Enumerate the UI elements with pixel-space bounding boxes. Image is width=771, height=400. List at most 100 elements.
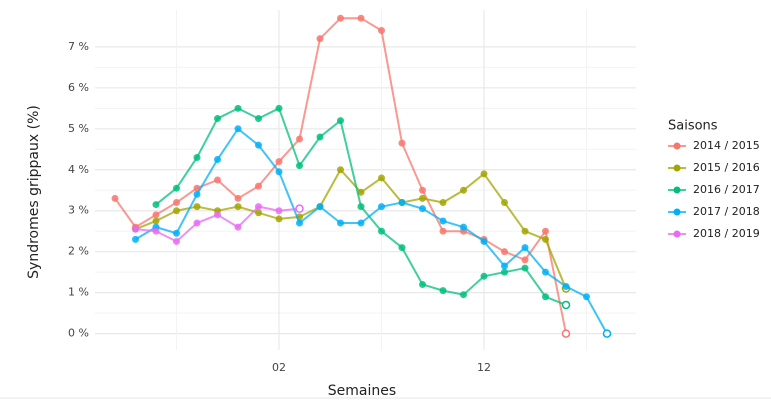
data-point: [460, 186, 467, 194]
data-point: [561, 329, 571, 338]
y-tick-label: 4 %: [68, 163, 89, 176]
legend-title: Saisons: [668, 119, 718, 134]
data-point: [296, 135, 303, 143]
data-point: [152, 217, 160, 225]
data-point: [296, 219, 303, 227]
data-point: [173, 237, 180, 245]
data-point: [501, 248, 508, 256]
data-point: [316, 133, 324, 141]
data-point: [337, 14, 344, 22]
x-tick-label: 02: [272, 361, 286, 374]
y-tick-label: 3 %: [68, 204, 89, 217]
y-tick-label: 0 %: [68, 327, 89, 340]
data-point: [378, 203, 385, 211]
legend-label: 2016 / 2017: [693, 183, 760, 196]
series-line: [114, 17, 567, 334]
y-tick-label: 5 %: [68, 122, 89, 135]
data-point: [378, 26, 385, 34]
data-point: [460, 291, 467, 299]
data-point: [562, 283, 570, 291]
data-point: [255, 115, 262, 123]
data-point: [357, 14, 365, 22]
data-point: [193, 190, 201, 198]
data-point: [255, 209, 262, 217]
data-point: [542, 235, 549, 243]
data-point: [439, 199, 447, 207]
data-point: [193, 153, 201, 161]
y-tick-label: 1 %: [68, 286, 89, 299]
data-point: [542, 268, 549, 276]
data-point: [439, 287, 447, 295]
y-tick-label: 7 %: [68, 40, 89, 53]
data-point: [234, 194, 242, 202]
data-point: [296, 162, 303, 170]
x-tick-label: 12: [477, 361, 491, 374]
data-point: [542, 227, 549, 235]
data-point: [419, 186, 426, 194]
data-point: [295, 204, 304, 213]
data-point: [460, 223, 467, 231]
data-point: [398, 199, 406, 207]
legend-swatch-point: [673, 142, 681, 150]
data-point: [501, 268, 508, 276]
data-point: [214, 211, 221, 219]
data-point: [275, 207, 283, 215]
data-point: [152, 227, 160, 235]
legend-swatch-point: [673, 208, 681, 216]
data-point: [255, 203, 262, 211]
data-point: [316, 203, 324, 211]
legend-label: 2017 / 2018: [693, 205, 760, 218]
data-point: [480, 170, 488, 178]
data-point: [521, 227, 529, 235]
data-point: [152, 201, 160, 209]
data-point: [214, 176, 221, 184]
data-point: [214, 115, 221, 123]
data-point: [255, 182, 262, 190]
x-axis-title: Semaines: [328, 383, 396, 399]
data-point: [234, 203, 242, 211]
y-tick-label: 2 %: [68, 245, 89, 258]
data-point: [173, 229, 180, 237]
legend-swatch-point: [673, 164, 681, 172]
data-point: [234, 223, 242, 231]
data-point: [337, 219, 344, 227]
data-point: [439, 227, 447, 235]
y-axis-title: Syndromes grippaux (%): [26, 105, 42, 279]
data-point: [521, 244, 529, 252]
data-point: [357, 188, 365, 196]
data-point: [234, 104, 242, 112]
data-point: [378, 174, 385, 182]
data-point: [439, 217, 447, 225]
data-point: [357, 219, 365, 227]
data-point: [419, 194, 426, 202]
data-point: [193, 203, 201, 211]
data-point: [419, 280, 426, 288]
series-line: [134, 127, 608, 335]
data-point: [132, 235, 139, 243]
data-point: [173, 207, 180, 215]
legend-label: 2018 / 2019: [693, 227, 760, 240]
legend-swatch-point: [673, 230, 681, 238]
data-point: [378, 227, 385, 235]
data-point: [132, 225, 139, 233]
data-point: [337, 166, 344, 174]
legend-swatch-point: [673, 186, 681, 194]
data-point: [542, 293, 549, 301]
data-point: [337, 117, 344, 125]
data-point: [275, 104, 283, 112]
data-point: [234, 125, 242, 133]
data-point: [521, 264, 529, 272]
legend-label: 2015 / 2016: [693, 161, 760, 174]
data-point: [255, 141, 262, 149]
data-point: [152, 211, 160, 219]
data-point: [275, 168, 283, 176]
data-point: [398, 244, 406, 252]
data-point: [561, 300, 571, 310]
data-point: [173, 184, 180, 192]
data-point: [173, 199, 180, 207]
data-point: [419, 205, 426, 213]
series-line: [135, 168, 567, 289]
grid: [95, 10, 636, 350]
data-point: [602, 329, 612, 338]
data-point: [501, 199, 508, 207]
